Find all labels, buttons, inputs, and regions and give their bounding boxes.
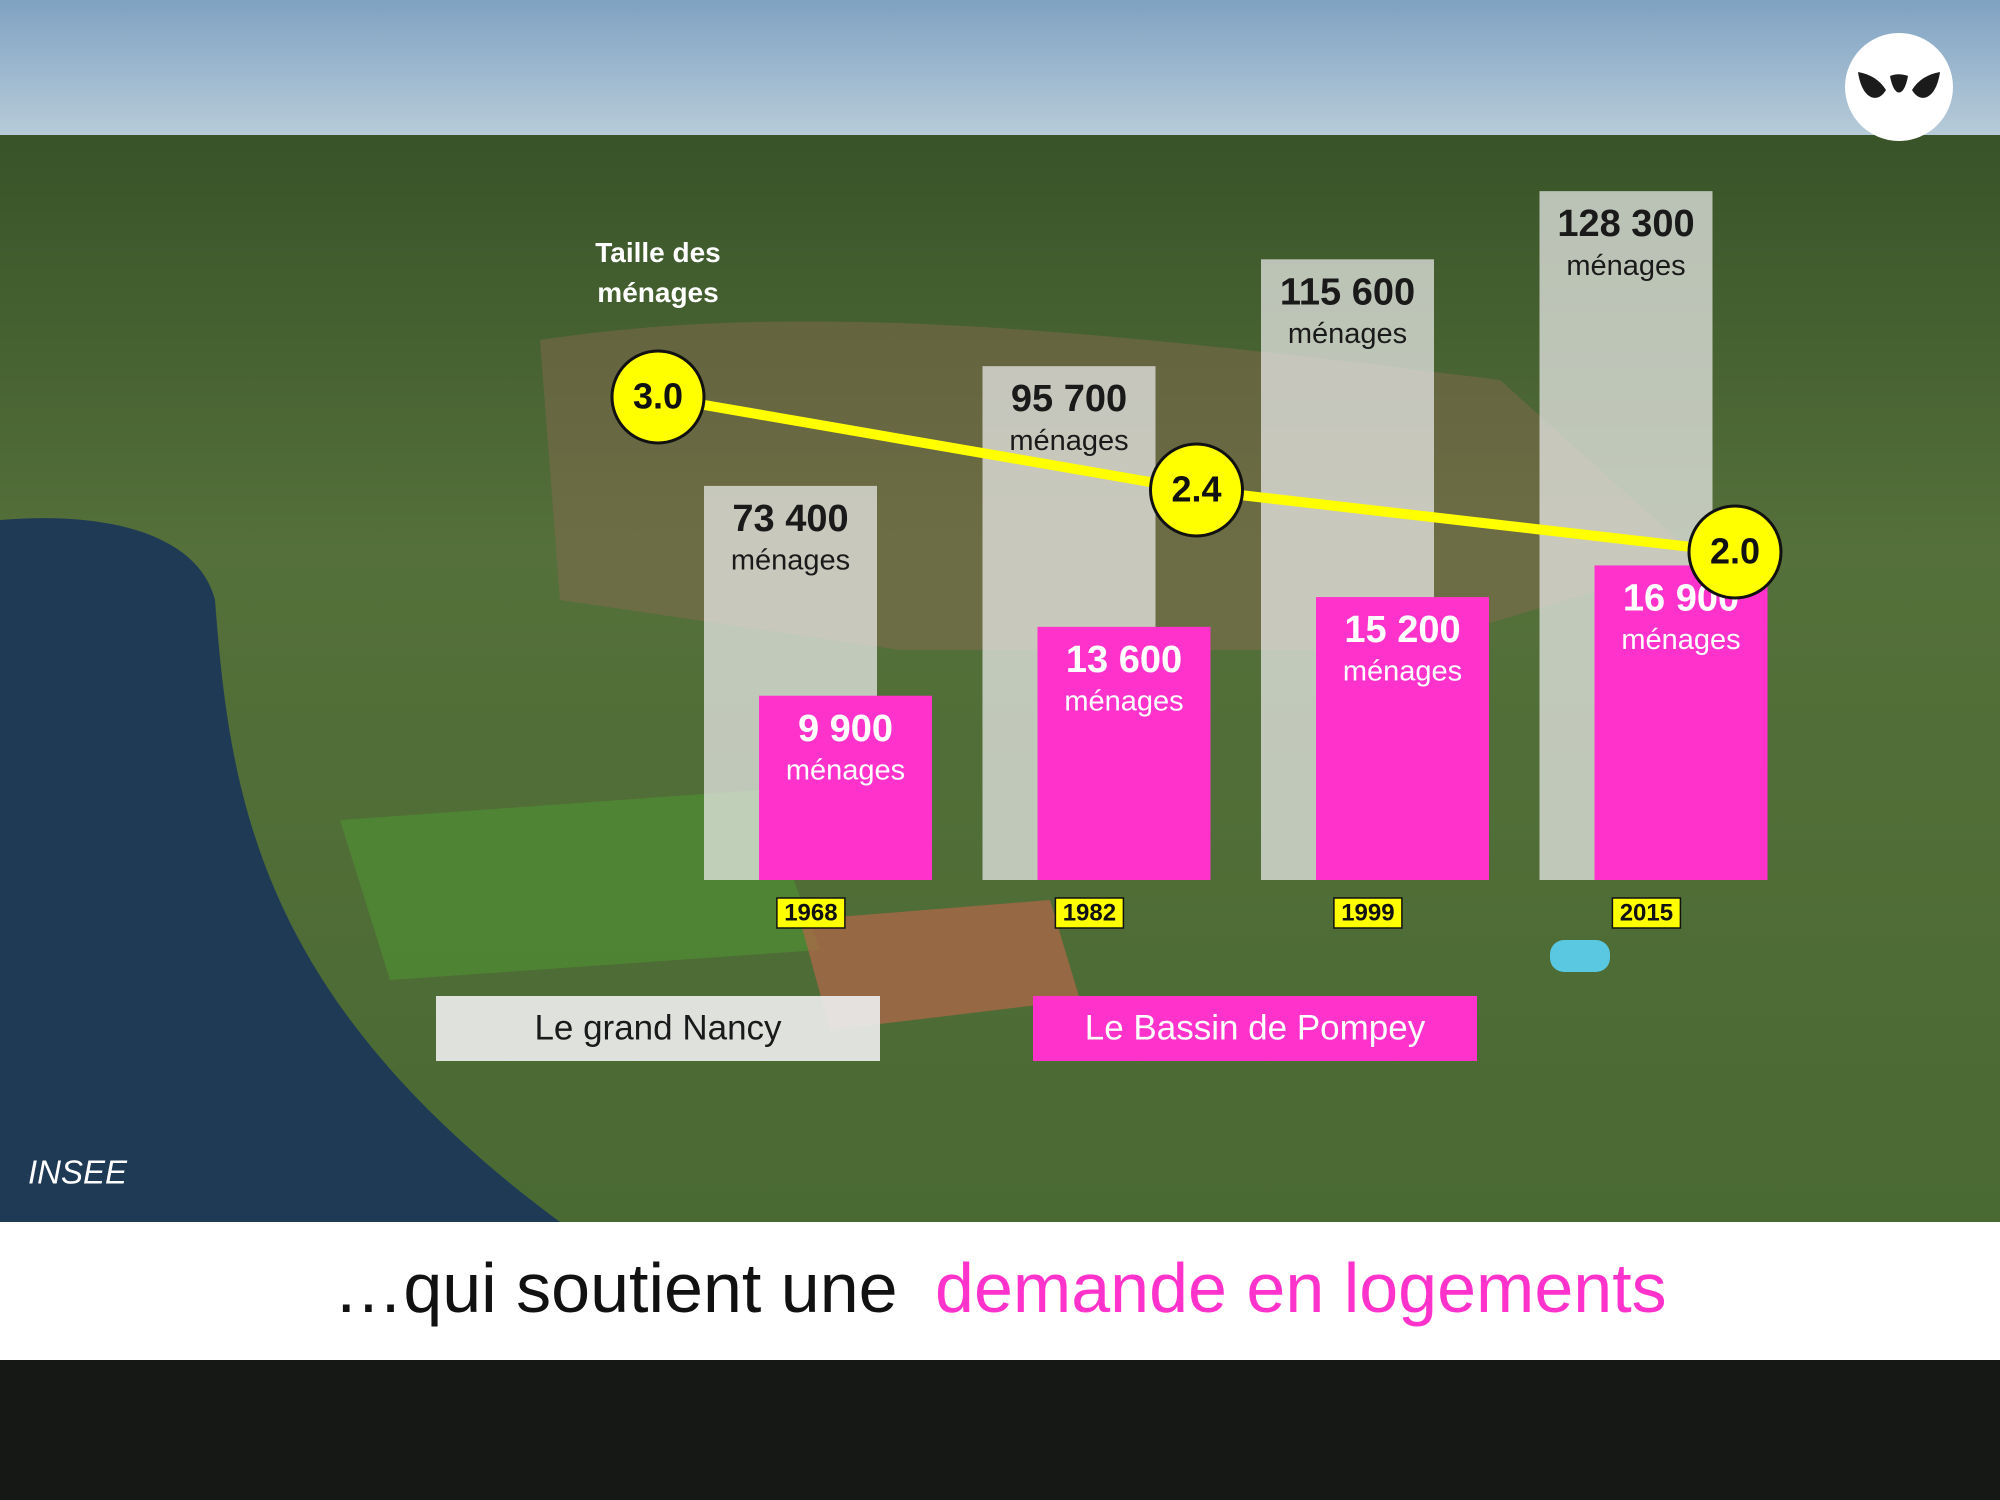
value-unit: ménages (731, 545, 850, 577)
x-tick-label: 1968 (784, 899, 837, 926)
source: INSEE (28, 1154, 128, 1191)
x-tick-label: 2015 (1620, 899, 1673, 926)
value-label: 13 600 (1066, 639, 1182, 681)
x-tick-box (1333, 897, 1403, 929)
legend-box (436, 996, 880, 1061)
point (1687, 504, 1783, 600)
slide-title: …qui soutient une demande en logements (333, 1249, 1666, 1327)
value-label: 73 400 (732, 498, 848, 540)
bottom-band (0, 1360, 2000, 1500)
value-unit: ménages (1288, 318, 1407, 350)
value-unit: ménages (1566, 250, 1685, 282)
legend-label: Le Bassin de Pompey (1085, 1008, 1426, 1047)
value-label: 9 900 (798, 708, 893, 750)
value-unit: ménages (1064, 686, 1183, 718)
legend-box (1033, 996, 1477, 1061)
line-title: Taille des ménages (595, 237, 721, 308)
x-tick-label: 1982 (1063, 899, 1116, 926)
value-unit: ménages (1621, 624, 1740, 656)
x-tick-label: 1999 (1341, 899, 1394, 926)
title-text: …qui soutient une (333, 1249, 897, 1327)
x-tick-box (776, 897, 846, 929)
bar (1037, 626, 1211, 880)
bar (759, 695, 932, 880)
value-label: 95 700 (1011, 378, 1127, 420)
bar (1316, 597, 1489, 880)
point (610, 349, 706, 445)
value-label: 115 600 (1280, 271, 1415, 313)
value-label: 15 200 (1344, 609, 1460, 651)
value-unit: ménages (1343, 656, 1462, 688)
title-highlight: demande en logements (935, 1249, 1667, 1327)
legend-label: Le grand Nancy (534, 1008, 782, 1047)
point (1149, 442, 1244, 538)
bar (1594, 565, 1768, 880)
point-label: 3.0 (633, 376, 683, 417)
logo (1845, 33, 1953, 141)
point-label: 2.4 (1171, 469, 1221, 510)
value-label: 128 300 (1557, 203, 1694, 245)
x-tick-box (1054, 897, 1125, 929)
value-unit: ménages (786, 754, 905, 786)
value-unit: ménages (1009, 425, 1128, 457)
x-tick-box (1611, 897, 1682, 929)
point-label: 2.0 (1710, 531, 1760, 572)
title-band (0, 1222, 2000, 1360)
